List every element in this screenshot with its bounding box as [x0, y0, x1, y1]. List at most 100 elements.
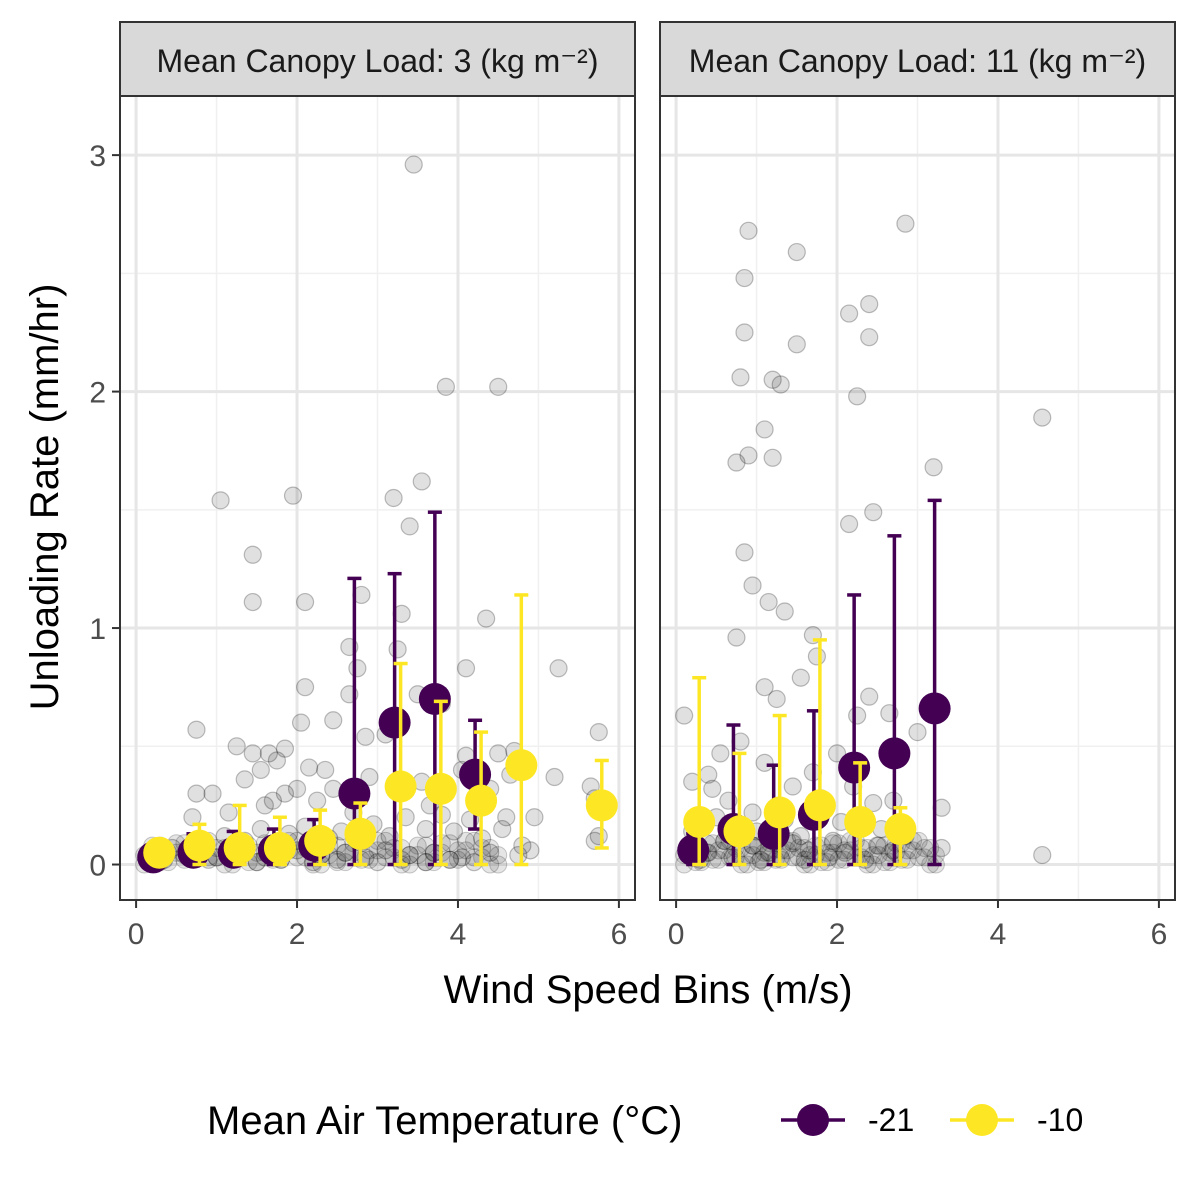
raw-observation-point: [751, 850, 770, 869]
raw-observation-point: [368, 841, 387, 860]
raw-observation-point: [743, 846, 762, 865]
raw-observation-point: [864, 503, 883, 522]
raw-observation-point: [545, 767, 564, 787]
raw-observation-point: [408, 846, 427, 865]
raw-observation-point: [823, 843, 842, 862]
raw-observation-point: [735, 543, 754, 562]
raw-observation-point: [489, 846, 508, 865]
raw-observation-point: [525, 808, 544, 827]
raw-observation-point: [368, 853, 387, 872]
x-tick-label: 4: [990, 918, 1007, 951]
raw-observation-point: [848, 706, 867, 725]
legend-item--10: -10: [950, 1102, 1083, 1138]
y-tick-label: 0: [89, 850, 106, 883]
panel-right: Mean Canopy Load: 11 (kg m⁻²) 0 2 4 6: [659, 21, 1176, 951]
raw-observation-point: [477, 609, 496, 628]
raw-observation-point: [509, 845, 528, 865]
y-tick-label: 1: [89, 613, 106, 646]
raw-observation-point: [735, 323, 754, 342]
x-tick-label: 0: [668, 918, 685, 951]
raw-observation-point: [267, 751, 287, 770]
raw-observation-point: [404, 155, 423, 174]
raw-observation-point: [263, 791, 282, 810]
raw-observation-point: [275, 739, 295, 758]
panel-left: Mean Canopy Load: 3 (kg m⁻²) 0 2 4 6 0 1 2 3: [89, 21, 636, 951]
raw-observation-point: [183, 808, 202, 827]
x-tick-label: 6: [1151, 918, 1168, 951]
series-layer: [137, 510, 618, 874]
raw-observation-point: [759, 592, 778, 612]
raw-observation-point: [829, 834, 848, 853]
raw-observation-point: [823, 834, 842, 853]
raw-observation-point: [457, 831, 476, 850]
raw-observation-point: [497, 808, 516, 827]
raw-observation-point: [771, 375, 790, 394]
axis-ticks: 0 2 4 6 0 1 2 3: [89, 140, 627, 951]
mean-point: [844, 805, 877, 838]
mean-point: [418, 683, 451, 715]
mean-point: [459, 758, 492, 791]
legend-item--21: -21: [781, 1102, 914, 1138]
mean-point: [465, 784, 498, 817]
raw-observation-point: [436, 377, 455, 396]
raw-observation-point: [763, 370, 782, 389]
raw-observation-point: [295, 592, 315, 612]
raw-observation-point: [763, 448, 782, 467]
raw-observation-point: [203, 784, 222, 803]
mean-point: [424, 772, 457, 805]
raw-observation-point: [860, 328, 879, 347]
raw-observation-point: [489, 377, 508, 396]
mean-point: [918, 692, 951, 725]
raw-observation-point: [489, 855, 508, 874]
raw-observation-point: [283, 486, 303, 505]
raw-observation-point: [864, 793, 883, 813]
raw-observation-point: [416, 819, 435, 839]
raw-observation-point: [259, 744, 278, 763]
raw-observation-point: [408, 836, 427, 855]
raw-observation-point: [444, 822, 464, 841]
raw-observation-point: [1033, 845, 1052, 865]
raw-observation-point: [743, 576, 762, 595]
mean-point: [183, 829, 216, 862]
legend-title: Mean Air Temperature (°C): [207, 1099, 682, 1143]
x-tick-label: 4: [450, 918, 467, 951]
raw-observation-point: [275, 784, 295, 803]
raw-observation-point: [187, 720, 206, 739]
y-axis-label: Unloading Rate (mm/hr): [23, 284, 67, 711]
raw-observation-point: [211, 491, 230, 510]
raw-observation-point: [300, 758, 319, 777]
raw-observation-point: [783, 848, 802, 867]
raw-observation-point: [787, 335, 806, 354]
axis-ticks: 0 2 4 6: [668, 900, 1168, 951]
raw-observation-point: [869, 846, 888, 865]
raw-observation-point: [1033, 408, 1052, 427]
raw-observation-point: [243, 592, 262, 612]
raw-observation-point: [789, 838, 808, 857]
mean-point: [505, 749, 538, 782]
mean-point: [344, 817, 377, 850]
panel-border: [119, 95, 636, 901]
mean-point: [803, 789, 836, 822]
raw-observation-point: [187, 784, 206, 803]
raw-observation-point: [456, 659, 476, 678]
raw-observation-point: [863, 846, 882, 865]
x-axis-label: Wind Speed Bins (m/s): [443, 968, 852, 1012]
raw-observation-point: [255, 796, 274, 815]
raw-observation-point: [807, 647, 827, 666]
mean-point: [723, 815, 756, 848]
mean-point: [677, 834, 710, 867]
x-tick-label: 6: [611, 918, 628, 951]
raw-observation-point: [829, 850, 848, 869]
raw-observation-point: [727, 628, 746, 647]
x-tick-label: 0: [128, 918, 145, 951]
x-tick-label: 2: [289, 918, 306, 951]
raw-observation-point: [412, 472, 431, 491]
mean-point: [143, 836, 176, 869]
raw-observation-point: [908, 723, 927, 742]
strip-background: [659, 21, 1176, 97]
raw-observation-point: [589, 723, 608, 742]
mean-point: [884, 813, 917, 846]
raw-observation-point: [328, 850, 347, 869]
